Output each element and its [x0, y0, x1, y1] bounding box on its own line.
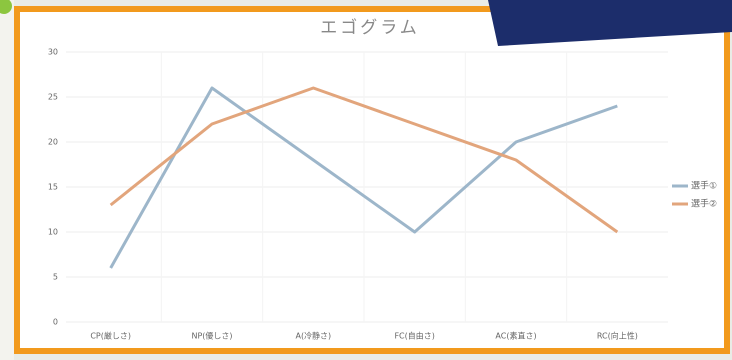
- left-margin: [0, 0, 14, 360]
- x-tick-label: CP(厳しさ): [90, 331, 131, 341]
- decoration: [0, 0, 12, 14]
- x-tick-label: RC(向上性): [597, 331, 638, 341]
- y-tick-label: 15: [48, 183, 58, 192]
- y-tick-label: 25: [48, 93, 58, 102]
- x-tick-label: A(冷静さ): [295, 331, 331, 341]
- line-series: [109, 86, 619, 234]
- chart-title: エゴグラム: [320, 17, 420, 38]
- y-tick-label: 0: [53, 318, 58, 327]
- y-tick-label: 30: [48, 48, 58, 57]
- y-tick-label: 20: [48, 138, 58, 147]
- y-tick-label: 10: [48, 228, 58, 237]
- banner: [488, 0, 732, 46]
- line-series: [109, 86, 618, 269]
- legend-label: 選手①: [691, 180, 717, 192]
- chart-area: [20, 12, 724, 348]
- legend-label: 選手②: [691, 198, 717, 210]
- y-tick-label: 5: [53, 273, 58, 282]
- x-tick-label: FC(自由さ): [394, 331, 434, 341]
- x-tick-label: AC(素直さ): [495, 331, 536, 341]
- chart: エゴグラム 0 5 10 15 20 25 30 CP(厳しさ) NP(優しさ) A(冷静さ) FC…: [48, 17, 717, 341]
- x-tick-label: NP(優しさ): [191, 331, 232, 341]
